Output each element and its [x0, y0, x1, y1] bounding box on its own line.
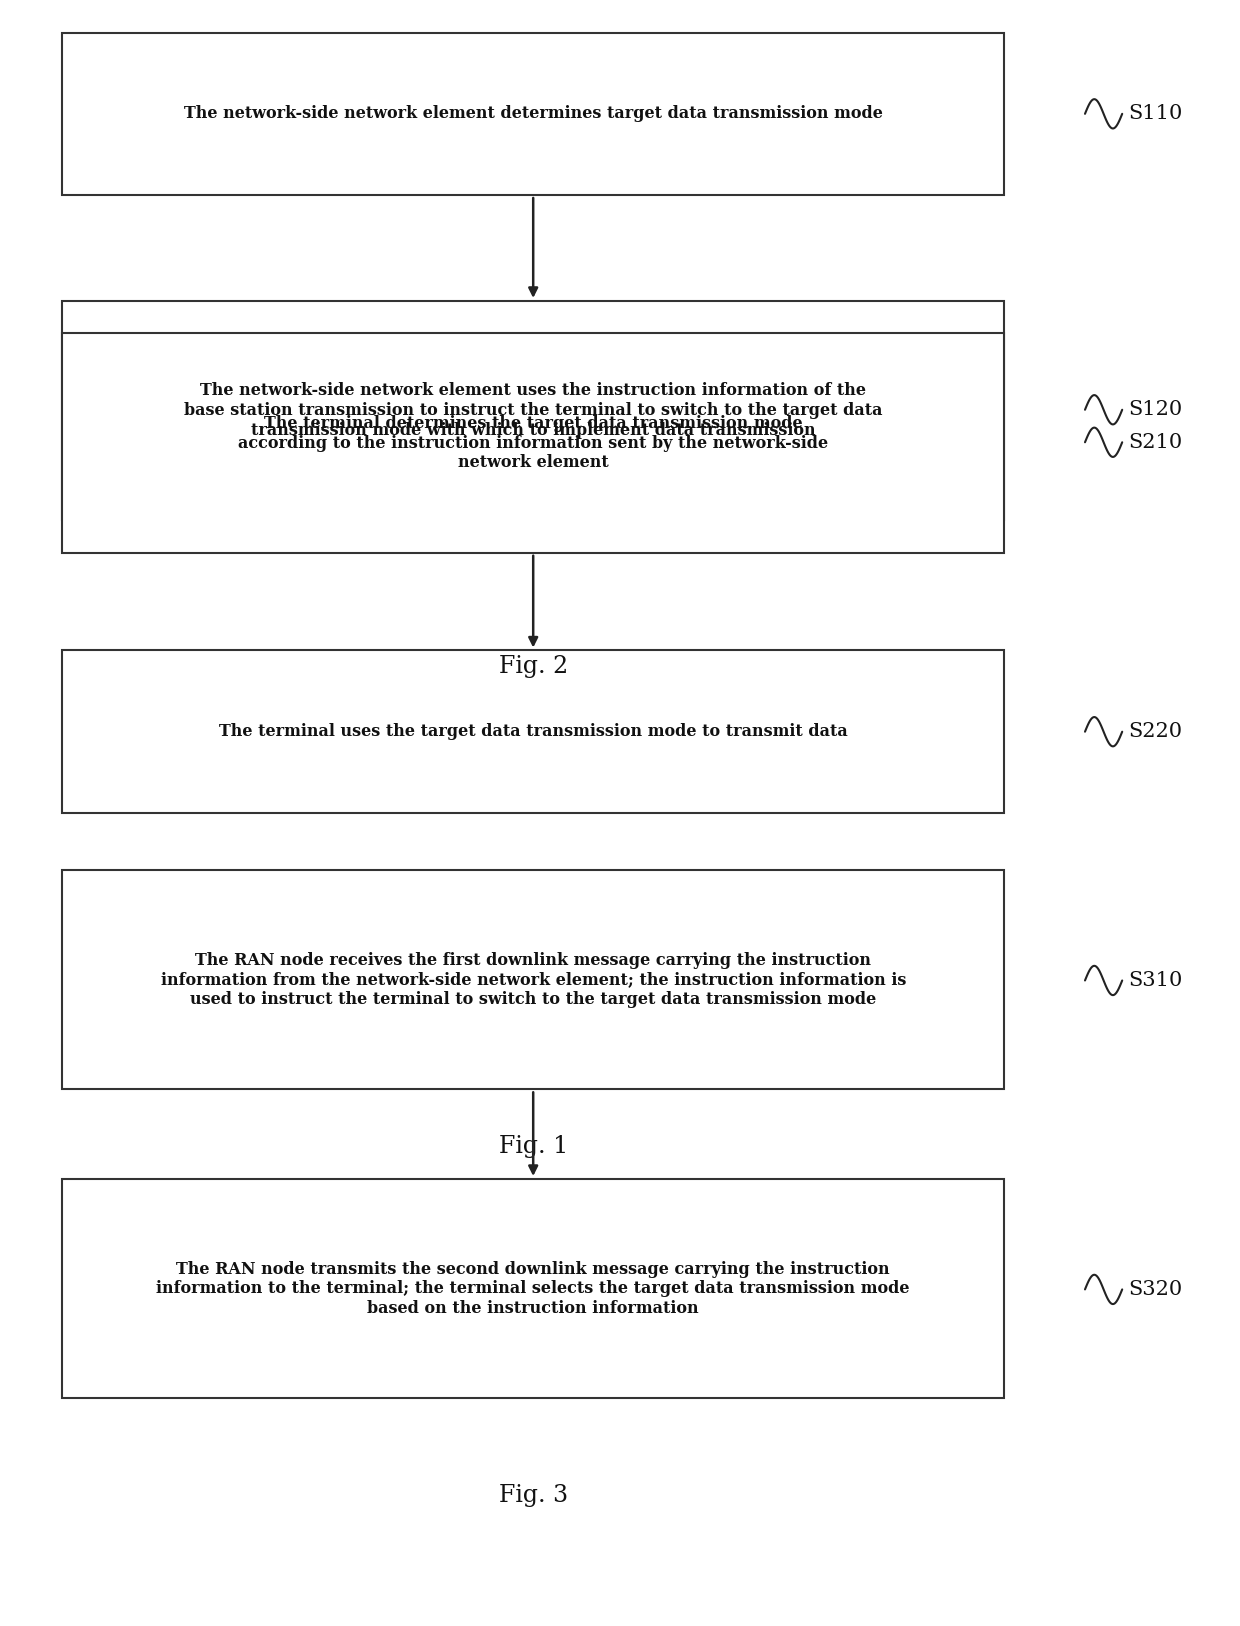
Text: The RAN node receives the first downlink message carrying the instruction
inform: The RAN node receives the first downlink… [160, 951, 906, 1008]
Text: The RAN node transmits the second downlink message carrying the instruction
info: The RAN node transmits the second downli… [156, 1260, 910, 1317]
Text: Fig. 2: Fig. 2 [498, 655, 568, 678]
Text: The terminal uses the target data transmission mode to transmit data: The terminal uses the target data transm… [218, 724, 848, 740]
Bar [62, 650, 1004, 813]
Bar [62, 1179, 1004, 1398]
Text: Fig. 1: Fig. 1 [498, 1135, 568, 1158]
Text: The network-side network element determines target data transmission mode: The network-side network element determi… [184, 106, 883, 122]
Text: S120: S120 [1128, 400, 1183, 420]
Text: S210: S210 [1128, 433, 1183, 452]
Text: S320: S320 [1128, 1280, 1183, 1299]
Text: S110: S110 [1128, 104, 1183, 124]
Bar [62, 870, 1004, 1089]
Text: Fig. 3: Fig. 3 [498, 1485, 568, 1507]
Text: The terminal determines the target data transmission mode
according to the instr: The terminal determines the target data … [238, 415, 828, 472]
Text: S310: S310 [1128, 971, 1183, 990]
Text: The network-side network element uses the instruction information of the
base st: The network-side network element uses th… [184, 382, 883, 439]
Text: S220: S220 [1128, 722, 1183, 741]
Bar [62, 301, 1004, 520]
Bar [62, 333, 1004, 553]
Bar [62, 33, 1004, 195]
